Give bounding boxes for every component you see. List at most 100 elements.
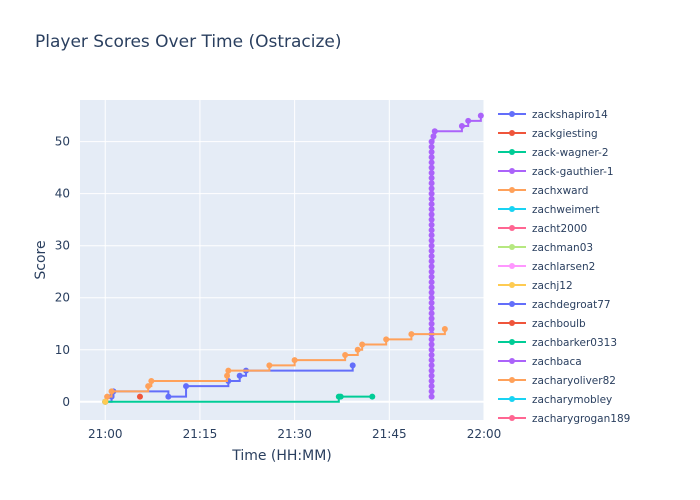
legend-item[interactable]: zachxward	[498, 185, 588, 197]
data-point[interactable]	[428, 351, 435, 358]
legend-item[interactable]: zacharyoliver82	[498, 375, 616, 387]
data-point[interactable]	[428, 237, 435, 244]
legend-item[interactable]: zachj12	[498, 280, 573, 292]
data-point[interactable]	[428, 377, 435, 384]
data-point[interactable]	[428, 206, 435, 213]
data-point[interactable]	[428, 336, 435, 343]
data-point[interactable]	[428, 279, 435, 286]
data-point[interactable]	[428, 221, 435, 228]
chart-title: Player Scores Over Time (Ostracize)	[35, 32, 342, 52]
data-point[interactable]	[428, 232, 435, 239]
legend-swatch-marker	[509, 358, 515, 364]
data-point[interactable]	[428, 362, 435, 369]
legend-item[interactable]: zachman03	[498, 242, 593, 254]
data-point[interactable]	[342, 351, 349, 358]
data-point[interactable]	[428, 216, 435, 223]
data-point[interactable]	[477, 112, 484, 119]
legend-item[interactable]: zachweimert	[498, 204, 599, 216]
data-point[interactable]	[428, 164, 435, 171]
legend-item[interactable]: zacharymobley	[498, 394, 612, 406]
data-point[interactable]	[428, 190, 435, 197]
legend-item[interactable]: zacht2000	[498, 223, 587, 235]
data-point[interactable]	[428, 284, 435, 291]
legend-item[interactable]: zacharygrogan189	[498, 413, 630, 425]
data-point[interactable]	[102, 398, 109, 405]
data-point[interactable]	[431, 128, 438, 135]
data-point[interactable]	[349, 362, 356, 369]
data-point[interactable]	[266, 362, 273, 369]
data-point[interactable]	[428, 294, 435, 301]
data-point[interactable]	[104, 393, 111, 400]
data-point[interactable]	[428, 299, 435, 306]
legend-item[interactable]: zack-wagner-2	[498, 147, 609, 159]
data-point[interactable]	[428, 346, 435, 353]
legend-label: zachj12	[532, 280, 573, 292]
data-point[interactable]	[291, 357, 298, 364]
data-point[interactable]	[145, 383, 152, 390]
data-point[interactable]	[408, 331, 415, 338]
data-point[interactable]	[428, 305, 435, 312]
data-point[interactable]	[428, 273, 435, 280]
legend-item[interactable]: zachlarsen2	[498, 261, 595, 273]
x-tick-label: 22:00	[467, 427, 502, 441]
data-point[interactable]	[465, 117, 472, 124]
data-point[interactable]	[148, 377, 155, 384]
legend[interactable]: zackshapiro14 zackgiesting zack-wagner-2 za…	[490, 100, 698, 425]
data-point[interactable]	[428, 357, 435, 364]
data-point[interactable]	[430, 133, 437, 140]
legend-item[interactable]: zachdegroat77	[498, 299, 611, 311]
data-point[interactable]	[337, 393, 344, 400]
data-point[interactable]	[428, 138, 435, 145]
data-point[interactable]	[428, 268, 435, 275]
data-point[interactable]	[183, 383, 190, 390]
data-point[interactable]	[236, 372, 243, 379]
data-point[interactable]	[428, 227, 435, 234]
data-point[interactable]	[369, 393, 376, 400]
data-point[interactable]	[441, 325, 448, 332]
data-point[interactable]	[428, 388, 435, 395]
data-point[interactable]	[136, 393, 143, 400]
data-point[interactable]	[428, 367, 435, 374]
data-point[interactable]	[428, 393, 435, 400]
legend-item[interactable]: zack-gauthier-1	[498, 166, 614, 178]
legend-item[interactable]: zackshapiro14	[498, 109, 608, 121]
data-point[interactable]	[383, 336, 390, 343]
legend-item[interactable]: zachboulb	[498, 318, 586, 330]
data-point[interactable]	[428, 143, 435, 150]
data-point[interactable]	[428, 247, 435, 254]
data-point[interactable]	[428, 341, 435, 348]
data-point[interactable]	[428, 169, 435, 176]
data-point[interactable]	[354, 346, 361, 353]
data-point[interactable]	[225, 367, 232, 374]
data-point[interactable]	[224, 372, 231, 379]
data-point[interactable]	[428, 258, 435, 265]
data-point[interactable]	[428, 159, 435, 166]
data-point[interactable]	[428, 185, 435, 192]
data-point[interactable]	[108, 388, 115, 395]
data-point[interactable]	[359, 341, 366, 348]
data-point[interactable]	[165, 393, 172, 400]
data-point[interactable]	[428, 175, 435, 182]
data-point[interactable]	[428, 149, 435, 156]
data-point[interactable]	[428, 195, 435, 202]
data-point[interactable]	[428, 154, 435, 161]
legend-item[interactable]: zachbaca	[498, 356, 582, 368]
data-point[interactable]	[428, 263, 435, 270]
data-point[interactable]	[428, 253, 435, 260]
data-point[interactable]	[428, 325, 435, 332]
legend-swatch-marker	[509, 130, 515, 136]
data-point[interactable]	[428, 320, 435, 327]
data-point[interactable]	[428, 372, 435, 379]
legend-item[interactable]: zackgiesting	[498, 128, 598, 140]
data-point[interactable]	[428, 201, 435, 208]
data-point[interactable]	[428, 242, 435, 249]
data-point[interactable]	[428, 180, 435, 187]
data-point[interactable]	[428, 383, 435, 390]
data-point[interactable]	[428, 310, 435, 317]
legend-item[interactable]: zachbarker0313	[498, 337, 617, 349]
data-point[interactable]	[428, 315, 435, 322]
data-point[interactable]	[428, 289, 435, 296]
data-point[interactable]	[458, 123, 465, 130]
data-point[interactable]	[428, 211, 435, 218]
legend-label: zacharyoliver82	[532, 375, 616, 387]
